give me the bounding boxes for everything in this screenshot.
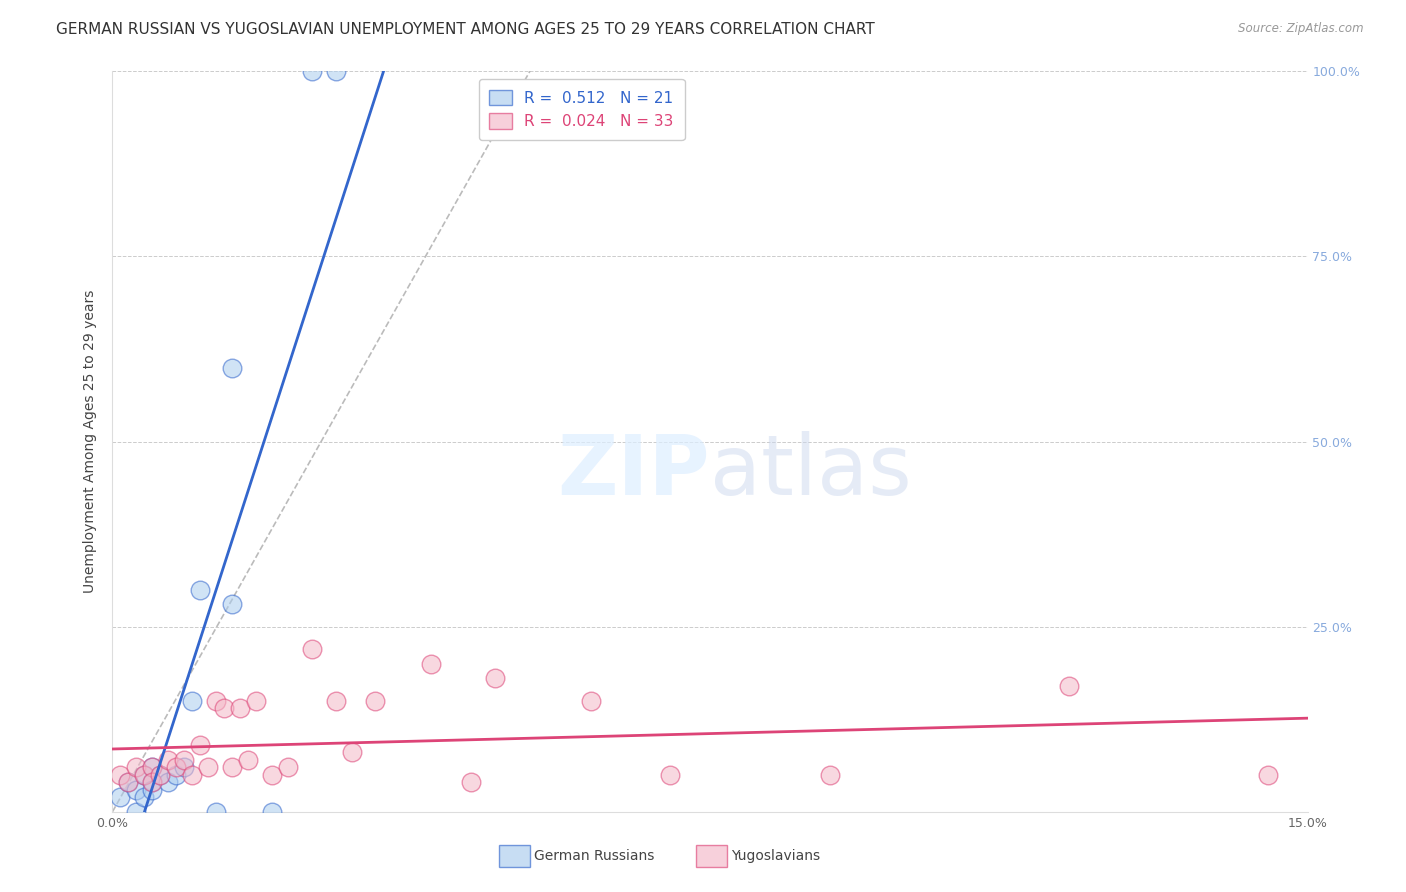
Point — [260, 805, 283, 819]
Point — [141, 775, 163, 789]
Text: atlas: atlas — [710, 431, 911, 512]
Point — [484, 672, 506, 686]
Point — [149, 767, 172, 781]
Point — [364, 694, 387, 708]
Point — [659, 767, 682, 781]
Point — [277, 760, 299, 774]
Point — [157, 775, 180, 789]
Point — [188, 738, 211, 752]
Point — [197, 760, 219, 774]
Point — [110, 767, 132, 781]
Point — [165, 760, 187, 774]
Point — [117, 775, 139, 789]
Point — [125, 805, 148, 819]
Text: Source: ZipAtlas.com: Source: ZipAtlas.com — [1239, 22, 1364, 36]
Point — [125, 760, 148, 774]
Point — [325, 64, 347, 78]
Point — [1057, 679, 1080, 693]
Text: GERMAN RUSSIAN VS YUGOSLAVIAN UNEMPLOYMENT AMONG AGES 25 TO 29 YEARS CORRELATION: GERMAN RUSSIAN VS YUGOSLAVIAN UNEMPLOYME… — [56, 22, 875, 37]
Point — [141, 760, 163, 774]
Point — [134, 789, 156, 804]
Point — [1257, 767, 1279, 781]
Text: Yugoslavians: Yugoslavians — [731, 849, 820, 863]
Point — [221, 598, 243, 612]
Point — [301, 641, 323, 656]
Point — [157, 753, 180, 767]
Point — [165, 767, 187, 781]
Point — [134, 767, 156, 781]
Legend: R =  0.512   N = 21, R =  0.024   N = 33: R = 0.512 N = 21, R = 0.024 N = 33 — [478, 79, 685, 140]
Point — [260, 767, 283, 781]
Point — [110, 789, 132, 804]
Point — [149, 767, 172, 781]
Text: ZIP: ZIP — [558, 431, 710, 512]
Point — [181, 767, 204, 781]
Point — [117, 775, 139, 789]
Point — [340, 746, 363, 760]
Point — [181, 694, 204, 708]
Y-axis label: Unemployment Among Ages 25 to 29 years: Unemployment Among Ages 25 to 29 years — [83, 290, 97, 593]
Point — [205, 694, 228, 708]
Point — [325, 694, 347, 708]
Point — [141, 782, 163, 797]
Point — [221, 760, 243, 774]
Point — [245, 694, 267, 708]
Point — [125, 782, 148, 797]
Point — [205, 805, 228, 819]
Point — [229, 701, 252, 715]
Point — [818, 767, 841, 781]
Point — [236, 753, 259, 767]
Point — [141, 760, 163, 774]
Point — [420, 657, 443, 671]
Point — [173, 753, 195, 767]
Point — [460, 775, 482, 789]
Point — [173, 760, 195, 774]
Point — [579, 694, 602, 708]
Point — [141, 775, 163, 789]
Point — [301, 64, 323, 78]
Point — [188, 582, 211, 597]
Text: German Russians: German Russians — [534, 849, 655, 863]
Point — [134, 767, 156, 781]
Point — [221, 360, 243, 375]
Point — [212, 701, 235, 715]
